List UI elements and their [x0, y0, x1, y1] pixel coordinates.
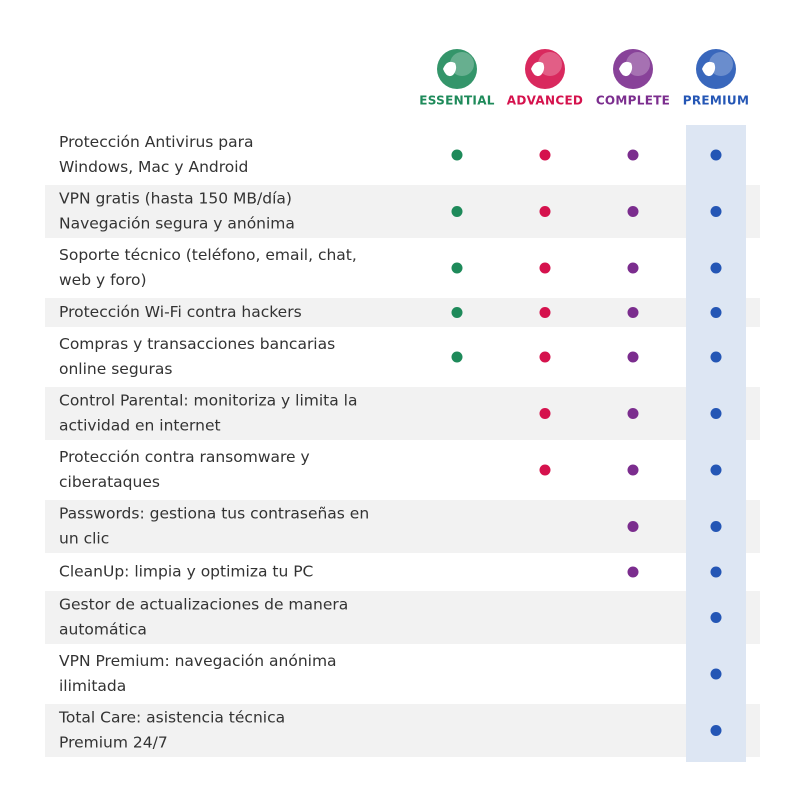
feature-text: Passwords: gestiona tus contraseñas en	[59, 505, 369, 523]
feature-text: VPN Premium: navegación anónima	[59, 652, 337, 670]
feature-text: web y foro)	[59, 271, 147, 289]
feature-text: VPN gratis (hasta 150 MB/día)	[59, 190, 292, 208]
feature-text: actividad en internet	[59, 417, 221, 435]
included-dot	[627, 262, 639, 274]
premium-highlight	[686, 125, 746, 762]
included-dot	[451, 206, 463, 217]
plan-icon-highlight	[626, 52, 650, 76]
row-band	[45, 185, 760, 238]
included-dot	[539, 408, 551, 419]
included-dot	[627, 566, 639, 578]
feature-text: Protección Wi-Fi contra hackers	[59, 303, 302, 321]
plan-icon-glyph	[531, 61, 545, 77]
included-dot	[710, 521, 722, 532]
feature-text: Compras y transacciones bancarias	[59, 335, 335, 353]
included-dot	[710, 206, 722, 217]
plan-icon-highlight	[709, 52, 733, 76]
plan-icon-glyph	[702, 61, 716, 77]
included-dot	[627, 521, 639, 532]
included-dot	[539, 149, 551, 161]
row-bands	[45, 185, 760, 757]
plan-name: ADVANCED	[507, 94, 583, 108]
included-dot	[451, 149, 463, 161]
included-dot	[539, 262, 551, 274]
included-dot	[710, 149, 722, 161]
row-band	[45, 704, 760, 757]
feature-text: ilimitada	[59, 677, 126, 695]
feature-text: Premium 24/7	[59, 734, 168, 752]
plan-icon-highlight	[450, 52, 474, 76]
feature-text: Windows, Mac y Android	[59, 158, 248, 176]
table-content: ESSENTIAL ADVANCED COMPLETE PREMIUM Protecci…	[58, 49, 749, 752]
feature-text: Gestor de actualizaciones de manera	[59, 596, 348, 614]
feature-text: ciberataques	[59, 473, 160, 491]
row-band	[45, 387, 760, 440]
included-dot	[710, 566, 722, 578]
feature-text: Soporte técnico (teléfono, email, chat,	[59, 246, 357, 264]
plan-name: COMPLETE	[596, 94, 670, 108]
included-dot	[710, 307, 722, 318]
included-dot	[627, 307, 639, 318]
included-dot	[539, 307, 551, 318]
plan-icon-glyph	[443, 61, 457, 77]
feature-text: automática	[59, 621, 147, 639]
plan-name: PREMIUM	[683, 94, 749, 108]
feature-text: online seguras	[59, 360, 172, 378]
included-dot	[627, 464, 639, 476]
plan-name: ESSENTIAL	[419, 94, 495, 108]
included-dot	[710, 668, 722, 680]
included-dot	[539, 464, 551, 476]
row-band	[45, 298, 760, 327]
plan-icon	[437, 49, 477, 89]
included-dot	[627, 149, 639, 161]
plan-icon-highlight	[538, 52, 562, 76]
included-dot	[710, 612, 722, 623]
included-dot	[539, 206, 551, 217]
included-dot	[710, 351, 722, 363]
included-dot	[710, 725, 722, 736]
plan-icon	[613, 49, 653, 89]
included-dot	[627, 206, 639, 217]
included-dot	[710, 408, 722, 419]
row-band	[45, 500, 760, 553]
included-dot	[627, 408, 639, 419]
plan-icon	[525, 49, 565, 89]
feature-text: Protección contra ransomware y	[59, 448, 310, 466]
included-dot	[710, 262, 722, 274]
included-dot	[710, 464, 722, 476]
feature-text: Navegación segura y anónima	[59, 215, 295, 233]
row-band	[45, 591, 760, 644]
feature-text: Total Care: asistencia técnica	[58, 709, 285, 727]
feature-text: CleanUp: limpia y optimiza tu PC	[59, 563, 313, 581]
included-dot	[451, 262, 463, 274]
plan-icon	[696, 49, 736, 89]
included-dot	[539, 351, 551, 363]
feature-text: Protección Antivirus para	[59, 133, 253, 151]
included-dot	[451, 307, 463, 318]
feature-text: Control Parental: monitoriza y limita la	[59, 392, 357, 410]
feature-text: un clic	[59, 530, 109, 548]
included-dot	[451, 351, 463, 363]
included-dot	[627, 351, 639, 363]
plan-icon-glyph	[619, 61, 633, 77]
